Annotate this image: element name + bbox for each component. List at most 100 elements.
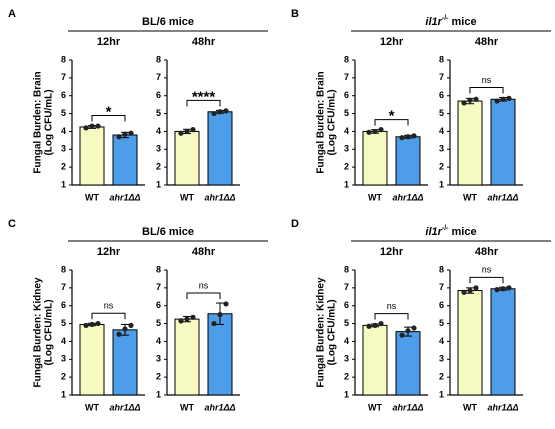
- y-tick-label: 6: [61, 300, 66, 310]
- y-tick-label: 3: [61, 354, 66, 364]
- x-tick-label: ahr1ΔΔ: [392, 402, 423, 412]
- data-point: [378, 320, 384, 327]
- bar: [457, 290, 483, 396]
- y-tick-label: 5: [61, 108, 66, 118]
- y-tick-label: 5: [439, 318, 444, 328]
- y-tick-label: 8: [439, 54, 444, 64]
- significance-label: ns: [104, 301, 114, 311]
- y-tick-label: 5: [344, 318, 349, 328]
- y-tick-label: 8: [156, 54, 161, 64]
- genotype: -/-: [442, 225, 449, 232]
- y-tick-label: 2: [344, 372, 349, 382]
- x-tick-label: ahr1ΔΔ: [109, 192, 140, 202]
- x-tick-label: WT: [463, 402, 477, 412]
- significance-bracket: [469, 276, 504, 284]
- y-tick-label: 7: [61, 282, 66, 292]
- y-tick-label: 4: [61, 336, 66, 346]
- y-axis-label: Fungal Burden: Brain: [33, 71, 44, 173]
- y-tick-label: 4: [439, 336, 444, 346]
- y-tick-label: 8: [61, 54, 66, 64]
- x-tick-label: WT: [180, 402, 194, 412]
- group-title: il1r-/- mice: [425, 225, 476, 238]
- y-tick-label: 3: [439, 144, 444, 154]
- y-tick-label: 5: [156, 318, 161, 328]
- data-point: [405, 328, 411, 334]
- data-point: [190, 127, 196, 133]
- y-tick-label: 4: [344, 336, 349, 346]
- significance-label: ns: [199, 280, 209, 290]
- y-axis-label: Fungal Burden: Kidney: [33, 277, 44, 387]
- data-point: [461, 100, 467, 106]
- panel-label: D: [291, 218, 299, 230]
- y-axis-label: Fungal Burden: Brain: [316, 71, 327, 173]
- data-point: [178, 318, 184, 324]
- data-point: [461, 289, 467, 295]
- data-point: [116, 134, 122, 140]
- bar: [112, 329, 138, 396]
- x-tick-label: ahr1ΔΔ: [487, 402, 518, 412]
- y-tick-label: 3: [344, 144, 349, 154]
- subplot-title: 48hr: [475, 246, 499, 258]
- y-tick-label: 1: [156, 389, 161, 399]
- data-point: [223, 108, 229, 114]
- y-tick-label: 6: [439, 300, 444, 310]
- y-axis-label: (Log CFU/mL): [327, 89, 338, 155]
- data-point: [128, 322, 134, 328]
- subplot-title: 12hr: [380, 36, 404, 48]
- data-point: [217, 312, 223, 318]
- significance-bracket: [374, 119, 409, 126]
- y-tick-label: 4: [439, 126, 444, 136]
- data-point: [83, 322, 89, 328]
- y-tick-label: 3: [156, 354, 161, 364]
- group-title: il1r-/- mice: [425, 15, 476, 28]
- data-point: [411, 325, 417, 331]
- genotype: -/-: [442, 15, 449, 22]
- y-tick-label: 8: [61, 264, 66, 274]
- significance-bracket: [374, 313, 409, 320]
- y-tick-label: 3: [439, 354, 444, 364]
- x-tick-label: WT: [85, 192, 99, 202]
- bar: [79, 126, 105, 186]
- data-point: [95, 123, 101, 129]
- y-tick-label: 6: [156, 300, 161, 310]
- bar: [174, 130, 200, 186]
- y-tick-label: 2: [156, 372, 161, 382]
- x-tick-label: ahr1ΔΔ: [487, 192, 518, 202]
- x-tick-label: WT: [180, 192, 194, 202]
- y-tick-label: 6: [344, 300, 349, 310]
- data-point: [500, 286, 506, 292]
- y-tick-label: 3: [344, 354, 349, 364]
- data-point: [178, 130, 184, 136]
- y-tick-label: 6: [439, 90, 444, 100]
- y-tick-label: 3: [61, 144, 66, 154]
- data-point: [89, 123, 95, 129]
- data-point: [506, 285, 512, 291]
- significance-label: ****: [192, 88, 216, 105]
- data-point: [473, 285, 479, 291]
- y-tick-label: 8: [439, 264, 444, 274]
- y-axis-label: (Log CFU/mL): [44, 299, 55, 365]
- y-tick-label: 1: [344, 389, 349, 399]
- data-point: [211, 320, 217, 327]
- bar: [490, 98, 516, 186]
- subplot-title: 12hr: [97, 36, 121, 48]
- y-tick-label: 5: [156, 108, 161, 118]
- y-tick-label: 2: [344, 162, 349, 172]
- y-tick-label: 1: [344, 179, 349, 189]
- y-tick-label: 2: [61, 372, 66, 382]
- y-tick-label: 7: [344, 72, 349, 82]
- significance-bracket: [91, 312, 126, 320]
- y-tick-label: 4: [156, 336, 161, 346]
- panel-label: B: [291, 8, 299, 20]
- y-tick-label: 3: [156, 144, 161, 154]
- bar: [112, 134, 138, 186]
- y-tick-label: 7: [61, 72, 66, 82]
- y-tick-label: 7: [344, 282, 349, 292]
- y-axis-label: Fungal Burden: Kidney: [316, 277, 327, 387]
- subplot-title: 48hr: [192, 246, 216, 258]
- y-tick-label: 4: [61, 126, 66, 136]
- y-tick-label: 1: [439, 179, 444, 189]
- data-point: [411, 133, 417, 139]
- data-point: [399, 332, 405, 338]
- subplot-title: 48hr: [475, 36, 499, 48]
